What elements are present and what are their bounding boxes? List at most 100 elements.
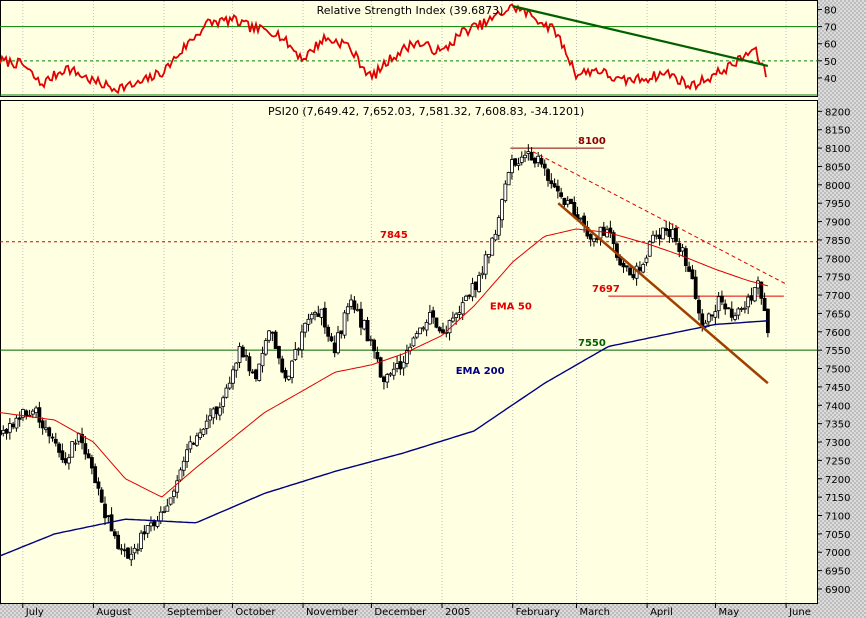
- price-level-label: 7697: [592, 284, 620, 295]
- candle-body: [44, 427, 48, 430]
- candle-body: [70, 441, 75, 458]
- candle-body: [188, 441, 193, 450]
- overlay-ema-200: [0, 320, 768, 557]
- candle-body: [739, 308, 744, 310]
- candle-body: [175, 480, 180, 493]
- candle-body: [53, 438, 58, 444]
- candle-body: [116, 534, 121, 549]
- candle-body: [674, 227, 678, 242]
- price-y-tick-label: 7150: [825, 493, 850, 504]
- overlay-annotation: EMA 200: [456, 366, 505, 377]
- candle-body: [434, 317, 439, 328]
- candle-body: [40, 420, 45, 429]
- x-tick-label: March: [579, 607, 609, 618]
- candle-body: [112, 531, 117, 537]
- candle-body: [555, 185, 560, 192]
- candle-body: [352, 300, 357, 310]
- candle-body: [578, 217, 583, 220]
- candle-body: [431, 310, 436, 318]
- price-y-tick-label: 7750: [825, 273, 850, 284]
- candle-body: [450, 317, 455, 322]
- candle-body: [142, 531, 147, 535]
- candle-body: [280, 358, 285, 373]
- candle-body: [424, 322, 429, 331]
- candle-body: [762, 297, 767, 312]
- price-y-tick-label: 7400: [825, 401, 850, 412]
- price-y-tick-label: 7950: [825, 199, 850, 210]
- candle-body: [549, 180, 554, 185]
- candle-body: [247, 356, 252, 372]
- price-y-tick-label: 7000: [825, 548, 850, 559]
- price-level-label: 8100: [578, 136, 606, 147]
- candle-body: [89, 457, 94, 469]
- candle-body: [231, 369, 235, 384]
- candle-body: [588, 234, 593, 240]
- x-tick-label: April: [650, 607, 673, 618]
- candle-body: [470, 283, 475, 298]
- candle-body: [601, 226, 606, 236]
- candle-body: [624, 265, 629, 268]
- candle-body: [80, 433, 84, 444]
- candle-body: [139, 532, 144, 549]
- rsi-y-tick-label: 50: [824, 57, 837, 68]
- rsi-y-tick-label: 80: [824, 6, 837, 17]
- rsi-y-tick-label: 70: [824, 23, 837, 34]
- candle-body: [720, 295, 724, 303]
- price-y-tick-label: 7450: [825, 383, 850, 394]
- candle-body: [319, 308, 324, 318]
- price-y-tick-label: 8150: [825, 126, 850, 137]
- price-frame: [0, 100, 818, 604]
- candle-body: [201, 428, 206, 435]
- price-level-label: 7550: [578, 338, 606, 349]
- candle-body: [706, 313, 711, 323]
- price-y-tick-label: 7350: [825, 420, 850, 431]
- candle-body: [539, 158, 544, 165]
- candle-body: [569, 198, 573, 205]
- candle-body: [99, 489, 104, 503]
- candle-body: [296, 348, 301, 351]
- candle-body: [355, 309, 360, 312]
- candle-body: [168, 497, 173, 505]
- candle-body: [149, 522, 153, 527]
- candle-body: [631, 274, 636, 279]
- candle-body: [368, 338, 373, 341]
- price-panel: 6900 6950 7000 7050 7100 7150 7200 7250 7300 7350…: [0, 100, 866, 604]
- candle-body: [349, 299, 354, 307]
- candle-body: [273, 331, 278, 349]
- candle-body: [418, 327, 422, 335]
- candle-body: [660, 227, 665, 240]
- overlay-ema-50: [0, 228, 769, 498]
- candle-body: [716, 296, 721, 312]
- candle-body: [743, 307, 747, 310]
- candle-body: [63, 458, 68, 464]
- rsi-title: Relative Strength Index (39.6873): [317, 4, 504, 17]
- candle-body: [490, 237, 495, 256]
- candle-body: [667, 229, 672, 237]
- price-y-tick-label: 7900: [825, 218, 850, 229]
- candle-body: [411, 337, 416, 347]
- candle-body: [598, 226, 603, 239]
- x-tick-label: July: [25, 607, 44, 618]
- rsi-y-tick-label: 60: [824, 40, 837, 51]
- candle-body: [687, 266, 692, 272]
- candle-body: [119, 548, 124, 551]
- candle-body: [421, 327, 426, 330]
- candle-body: [185, 449, 189, 462]
- price-y-tick-label: 7500: [825, 365, 850, 376]
- candle-body: [637, 267, 642, 271]
- candle-body: [677, 242, 682, 252]
- candle-body: [277, 346, 281, 359]
- candle-body: [145, 525, 150, 534]
- candle-body: [733, 315, 737, 320]
- candle-body: [493, 233, 498, 241]
- candle-body: [690, 269, 695, 280]
- candle-body: [290, 360, 294, 378]
- candle-body: [480, 272, 485, 276]
- candle-body: [83, 443, 88, 455]
- x-tick-label: June: [788, 607, 811, 618]
- candle-body: [651, 234, 655, 243]
- rsi-series-line: [0, 3, 767, 95]
- candle-body: [244, 355, 249, 357]
- candle-body: [135, 549, 140, 551]
- candle-body: [529, 152, 534, 161]
